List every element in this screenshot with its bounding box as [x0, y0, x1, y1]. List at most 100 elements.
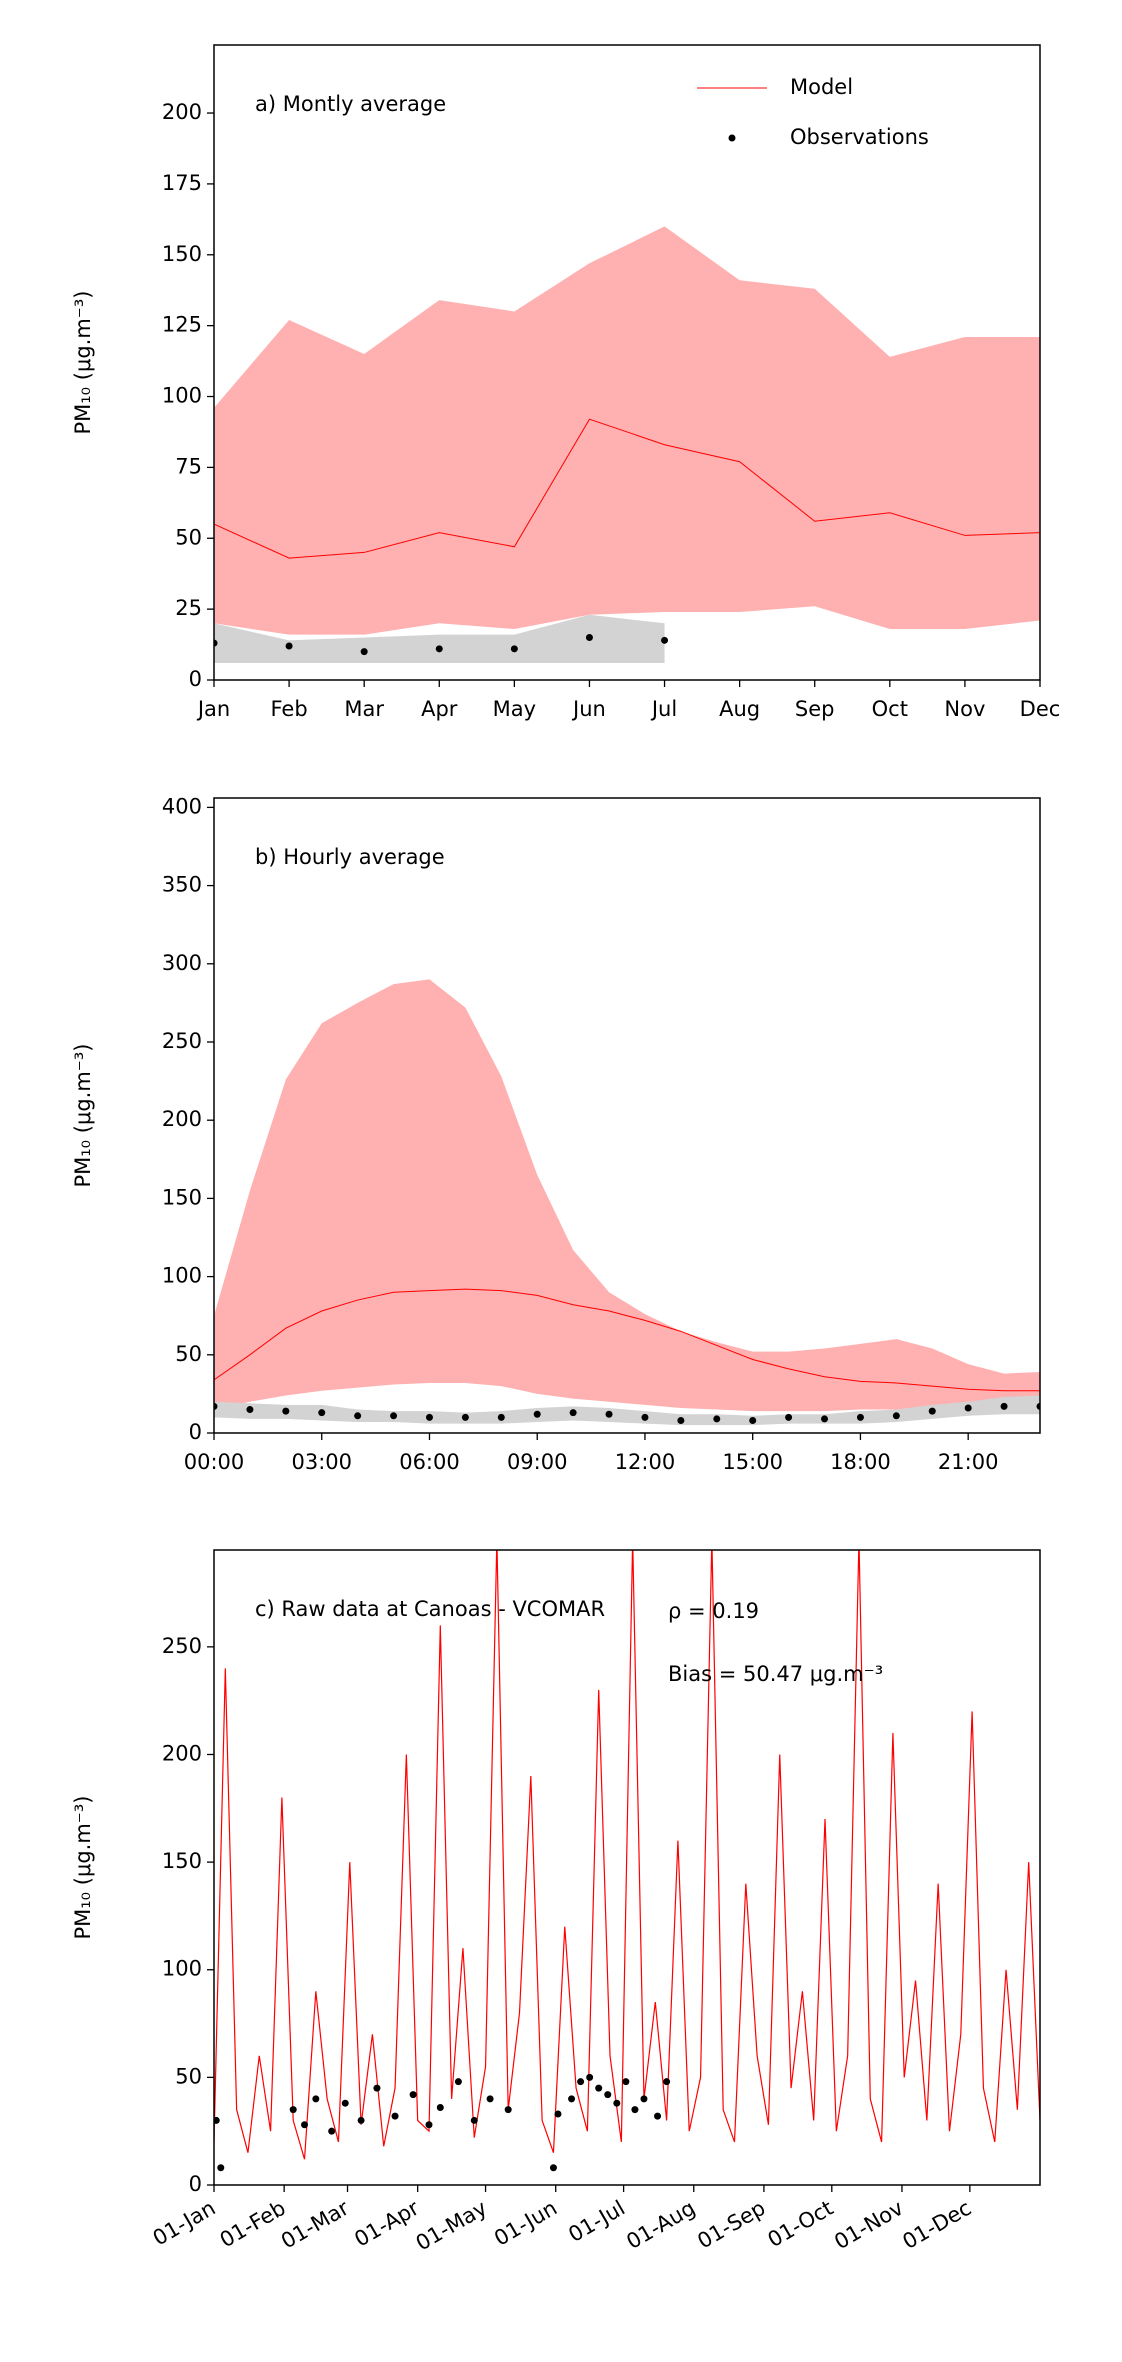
- plot-area: [214, 1550, 1040, 2172]
- point: [613, 2099, 621, 2107]
- annotation: ρ = 0.19: [668, 1599, 759, 1623]
- y-tick-label: 50: [175, 525, 202, 549]
- point: [214, 2116, 220, 2124]
- y-tick-label: 75: [175, 454, 202, 478]
- point: [486, 2095, 494, 2103]
- point: [1000, 1402, 1008, 1410]
- point: [312, 2095, 320, 2103]
- point: [390, 1412, 398, 1420]
- point: [585, 633, 593, 641]
- band: [214, 614, 665, 663]
- legend-label: Model: [790, 75, 853, 99]
- y-tick-label: 50: [175, 2064, 202, 2088]
- legend-dot: [728, 134, 736, 142]
- x-tick-label: 01-Nov: [830, 2196, 907, 2254]
- y-tick-label: 250: [162, 1029, 202, 1053]
- x-tick-label: 18:00: [830, 1450, 891, 1474]
- point: [631, 2106, 639, 2114]
- x-tick-label: 01-May: [412, 2196, 491, 2256]
- point: [569, 1409, 577, 1417]
- line: [214, 1550, 1040, 2160]
- point: [549, 2164, 557, 2172]
- x-tick-label: Jul: [650, 697, 677, 721]
- point: [1036, 1402, 1040, 1410]
- point: [461, 1413, 469, 1421]
- point: [425, 2121, 433, 2129]
- point: [318, 1409, 326, 1417]
- point: [661, 636, 669, 644]
- x-tick-label: 01-Jan: [149, 2196, 220, 2251]
- y-axis-label: PM₁₀ (μg.m⁻³): [71, 1043, 95, 1187]
- point: [425, 1413, 433, 1421]
- axes-frame: [213, 44, 1041, 681]
- y-tick-label: 0: [189, 1420, 202, 1444]
- point: [282, 1407, 290, 1415]
- x-tick-label: Mar: [344, 697, 384, 721]
- x-tick-label: 01-Aug: [622, 2196, 699, 2254]
- point: [301, 2121, 309, 2129]
- point: [435, 645, 443, 653]
- axes-frame: [213, 797, 1041, 1434]
- x-tick-label: 01-Jun: [490, 2196, 561, 2251]
- line: [214, 1288, 1040, 1392]
- point: [533, 1410, 541, 1418]
- axes-frame: [213, 1549, 1041, 2186]
- point: [217, 2164, 225, 2172]
- panel-title: b) Hourly average: [255, 845, 445, 869]
- y-tick-label: 175: [162, 171, 202, 195]
- point: [677, 1416, 685, 1424]
- x-tick-label: Oct: [872, 697, 908, 721]
- y-tick-label: 100: [162, 1957, 202, 1981]
- point: [214, 639, 218, 647]
- x-tick-label: 15:00: [722, 1450, 783, 1474]
- point: [373, 2084, 381, 2092]
- x-tick-label: 01-Apr: [350, 2196, 423, 2252]
- point: [604, 2091, 612, 2099]
- x-tick-label: 01-Jul: [564, 2196, 629, 2247]
- point: [554, 2110, 562, 2118]
- point: [892, 1412, 900, 1420]
- x-tick-label: 01-Mar: [277, 2196, 353, 2254]
- panel-title: a) Montly average: [255, 92, 446, 116]
- y-tick-label: 50: [175, 1342, 202, 1366]
- y-tick-label: 150: [162, 1185, 202, 1209]
- y-tick-label: 150: [162, 242, 202, 266]
- point: [289, 2106, 297, 2114]
- point: [328, 2127, 336, 2135]
- plot-area: [214, 979, 1040, 1426]
- y-tick-label: 350: [162, 873, 202, 897]
- y-axis-label: PM₁₀ (μg.m⁻³): [71, 290, 95, 434]
- y-tick-label: 0: [189, 667, 202, 691]
- y-tick-label: 300: [162, 951, 202, 975]
- x-tick-label: Jun: [571, 697, 606, 721]
- x-tick-label: 01-Dec: [898, 2196, 975, 2254]
- point: [357, 2116, 365, 2124]
- y-tick-label: 200: [162, 100, 202, 124]
- y-tick-label: 250: [162, 1634, 202, 1658]
- x-tick-label: Apr: [421, 697, 458, 721]
- x-tick-label: 12:00: [615, 1450, 676, 1474]
- point: [605, 1410, 613, 1418]
- y-tick-label: 200: [162, 1741, 202, 1765]
- point: [856, 1413, 864, 1421]
- point: [285, 642, 293, 650]
- y-tick-label: 125: [162, 313, 202, 337]
- x-tick-label: 01-Sep: [693, 2196, 769, 2254]
- point: [749, 1416, 757, 1424]
- y-tick-label: 150: [162, 1849, 202, 1873]
- point: [454, 2078, 462, 2086]
- point: [641, 1413, 649, 1421]
- panel-title: c) Raw data at Canoas - VCOMAR: [255, 1597, 605, 1621]
- point: [654, 2112, 662, 2120]
- x-tick-label: Sep: [795, 697, 835, 721]
- point: [586, 2073, 594, 2081]
- point: [663, 2078, 671, 2086]
- x-tick-label: Dec: [1020, 697, 1061, 721]
- point: [214, 1402, 218, 1410]
- point: [354, 1412, 362, 1420]
- x-tick-label: 00:00: [184, 1450, 245, 1474]
- y-tick-label: 100: [162, 1264, 202, 1288]
- x-tick-label: 03:00: [291, 1450, 352, 1474]
- point: [928, 1407, 936, 1415]
